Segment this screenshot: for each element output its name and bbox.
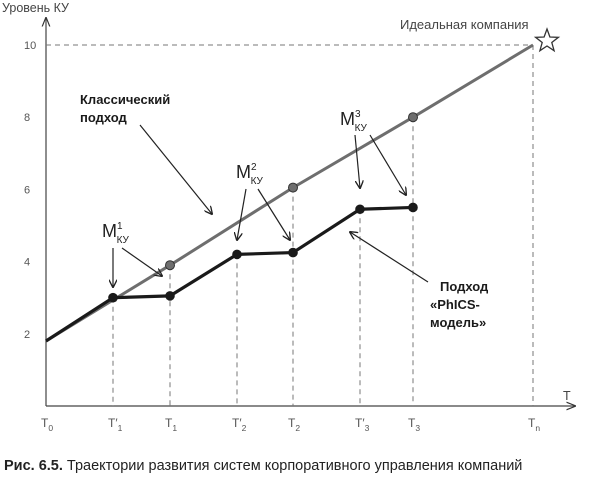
x-tick-label-2: T1 [165,416,177,433]
y-tick-label-4: 4 [24,257,30,269]
y-tick-label-8: 8 [24,112,30,124]
phics-point-5 [408,202,418,213]
phics-point-0 [108,292,118,303]
data-points [108,27,561,303]
ideal-star-icon [533,27,561,53]
caption-label: Рис. 6.5. [4,458,63,474]
y-axis-label: Уровень КУ [2,1,69,15]
phics-point-2 [232,249,242,260]
m3-arrow-0 [354,134,360,188]
x-tick-label-1: T′1 [108,416,123,433]
m-label-3: M3 КУ [340,109,368,134]
caption-text: Траектории развития систем корпоративног… [62,458,523,474]
m2-arrow-0 [237,188,247,240]
x-tick-label-0: T0 [41,416,53,433]
classic-point-1 [288,182,298,193]
m-label-2: M2 КУ [236,162,264,187]
classic-point-0 [165,260,175,271]
y-tick-label-10: 10 [24,40,36,52]
phics-point-1 [165,291,175,301]
m-label-1: M1 КУ [102,221,130,246]
phics-series-label: Подход «PhICS-модель» [430,279,489,330]
y-tick-label-6: 6 [24,184,30,196]
chart-labels: Идеальная компания Классический подход Подх… [80,17,529,330]
phics-point-3 [288,247,298,258]
x-tick-label-6: T3 [408,416,420,433]
x-tick-label-3: T′2 [232,416,247,433]
annotation-arrows [113,124,429,287]
y-tick-label-2: 2 [24,329,30,341]
ideal-company-label: Идеальная компания [400,17,529,32]
x-tick-label-5: T′3 [355,416,370,433]
x-tick-label-4: T2 [288,416,300,433]
m1-arrow-1 [121,247,162,276]
phics-label-arrow [350,232,429,283]
x-axis-label: T [563,389,571,403]
m3-arrow-1 [369,134,406,195]
classic-series-label: Классический подход [80,92,170,125]
figure-caption: Рис. 6.5. Траектории развития систем кор… [4,458,600,474]
guide-lines [46,44,534,406]
x-tick-label-7: Tn [528,416,540,433]
classic-label-arrow [139,124,212,214]
classic-point-2 [408,112,418,123]
phics-point-4 [355,204,365,215]
m2-arrow-1 [257,188,290,240]
